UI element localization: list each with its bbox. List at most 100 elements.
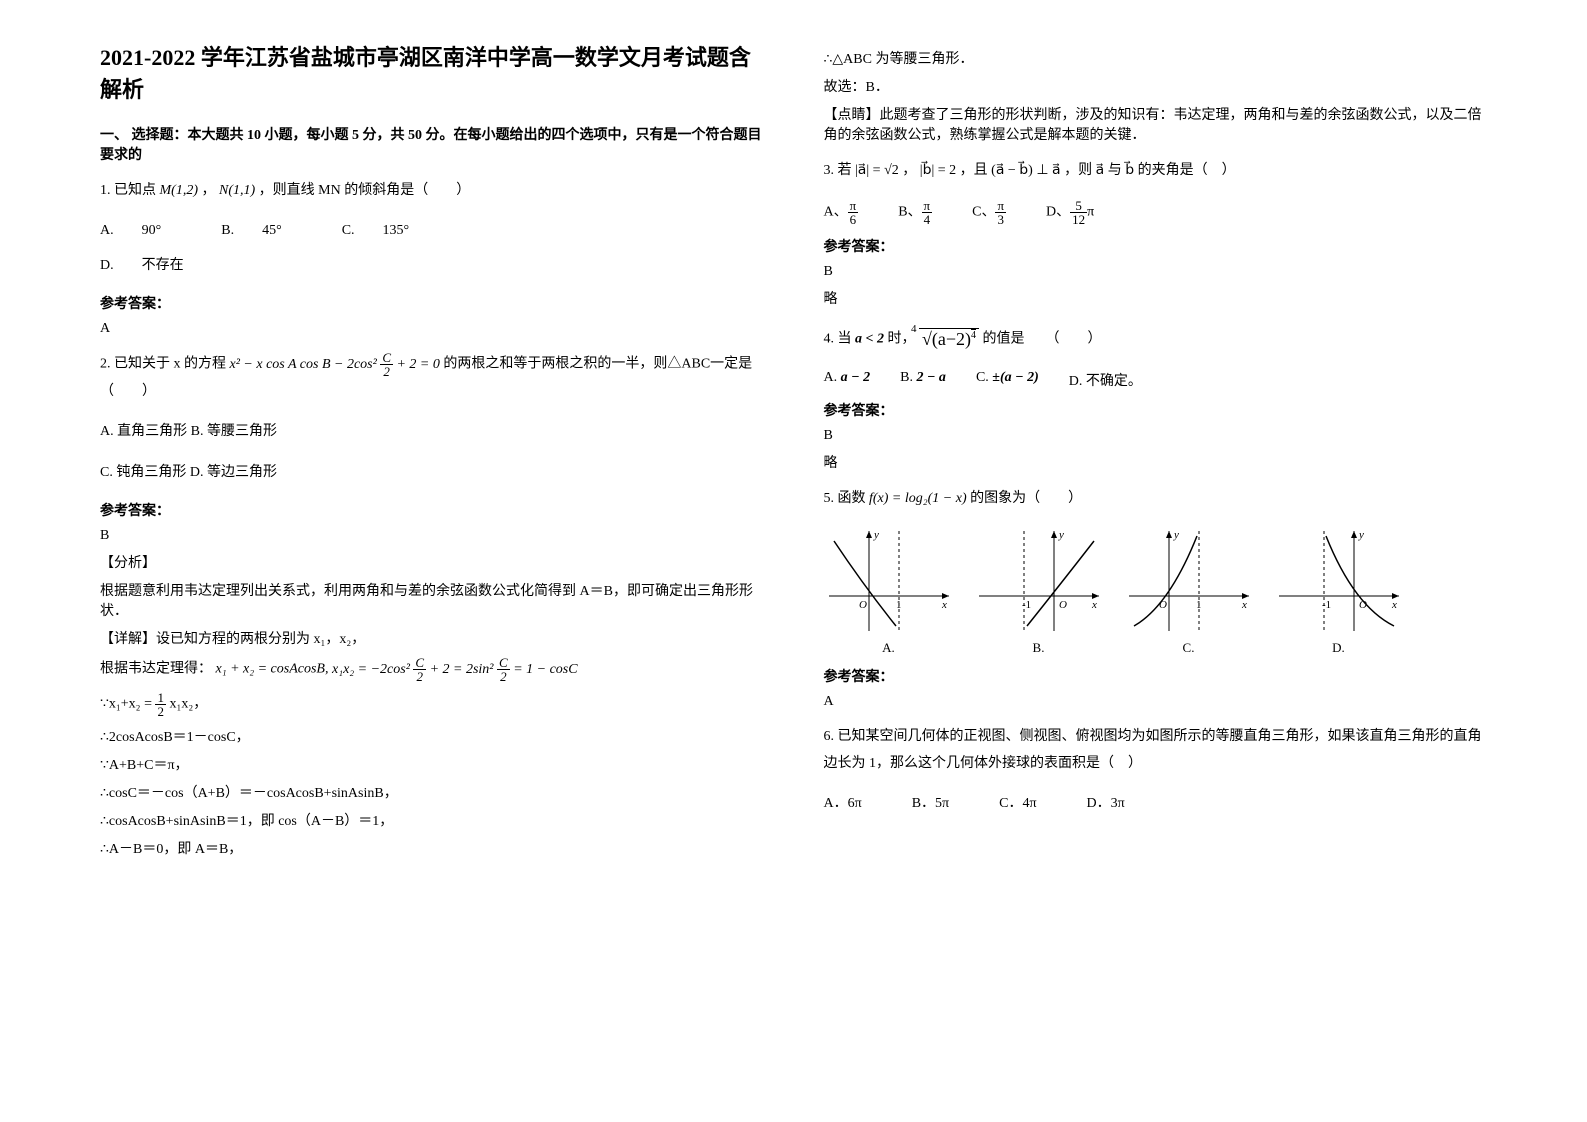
q1-opt-d: 不存在 — [142, 258, 184, 273]
q2-comment: 【点睛】此题考查了三角形的形状判断，涉及的知识有：韦达定理，两角和与差的余弦函数… — [824, 104, 1488, 144]
q2-frac-d: 2 — [380, 365, 393, 378]
q6-options: A．6π B．5π C．4π D．3π — [824, 792, 1488, 812]
q3-omit: 略 — [824, 288, 1488, 308]
svg-text:x: x — [1241, 599, 1247, 611]
question-4: 4. 当 a < 2 时， 4 √(a−2)4 的值是 （ ） — [824, 322, 1488, 356]
q2-analysis-label: 【分析】 — [100, 552, 764, 572]
q1-point-m: M(1,2) — [160, 183, 199, 198]
q4-c: ±(a − 2) — [992, 370, 1039, 385]
q1-opt-b-label: B. — [221, 223, 234, 238]
question-6: 6. 已知某空间几何体的正视图、侧视图、俯视图均为如图所示的等腰直角三角形，如果… — [824, 724, 1488, 777]
q2-formula-tail: + 2 = 0 — [396, 357, 439, 372]
q1-opt-a-label: A. — [100, 223, 114, 238]
q5-suffix: 的图象为（ ） — [970, 491, 1082, 506]
q2-half-d: 2 — [155, 705, 166, 718]
q4-b-label: B. — [900, 370, 913, 385]
svg-text:x: x — [1391, 599, 1397, 611]
graph-d-svg: O -1 x y — [1274, 526, 1404, 636]
q1-opt-b: 45° — [262, 223, 282, 238]
q2-concl: ∴△ABC 为等腰三角形． — [824, 48, 1488, 68]
q2-vieta-prefix: 根据韦达定理得： — [100, 662, 212, 677]
q2-step3: ∴cosC＝－cos（A+B）＝－cosAcosB+sinAsinB， — [100, 782, 764, 802]
q1-opt-a: 90° — [142, 223, 162, 238]
q4-suffix: 的值是 （ ） — [983, 331, 1102, 346]
page-title: 2021-2022 学年江苏省盐城市亭湖区南洋中学高一数学文月考试题含解析 — [100, 40, 764, 104]
q1-options: A. 90° B. 45° C. 135° — [100, 219, 764, 239]
right-column: ∴△ABC 为等腰三角形． 故选：B． 【点睛】此题考查了三角形的形状判断，涉及… — [824, 40, 1488, 866]
svg-text:y: y — [1358, 529, 1364, 541]
q3-sep1: ， — [902, 163, 916, 178]
q3-b-label: B、 — [898, 204, 921, 219]
q1-opt-c: 135° — [383, 223, 410, 238]
svg-text:y: y — [1173, 529, 1179, 541]
q2-half-eq: = — [144, 697, 152, 712]
q5-ans: A — [824, 694, 1488, 710]
q2-detail-label: 【详解】设已知方程的两根分别为 x₁，x₂， — [100, 628, 764, 648]
question-5: 5. 函数 f(x) = log₂(1 − x) 的图象为（ ） — [824, 486, 1488, 513]
q2-vieta-b-right: = 1 − cosC — [513, 662, 577, 677]
q6-b: 5π — [935, 796, 949, 811]
q4-a: a − 2 — [841, 370, 870, 385]
q2-ans-label: 参考答案： — [100, 500, 764, 520]
q2-vieta-b-mid: + 2 = 2sin² — [430, 662, 494, 677]
q5-graph-a: O 1 x y A. — [824, 526, 954, 656]
q2-step2: ∵A+B+C＝π， — [100, 754, 764, 774]
q2-opt-a: A. 直角三角形 — [100, 424, 187, 439]
q1-point-n: N(1,1) — [219, 183, 255, 198]
q6-a: 6π — [848, 796, 862, 811]
q2-half-n: 1 — [155, 691, 166, 705]
q6-a-label: A． — [824, 796, 848, 811]
q1-ans-label: 参考答案： — [100, 293, 764, 313]
q2-ans: B — [100, 528, 764, 544]
q3-sep2: ，且 — [960, 163, 988, 178]
question-1: 1. 已知点 M(1,2) ， N(1,1) ，则直线 MN 的倾斜角是（ ） — [100, 178, 764, 205]
graph-b-svg: O -1 x y — [974, 526, 1104, 636]
q2-frac-n: C — [380, 351, 393, 365]
q4-ans: B — [824, 428, 1488, 444]
q4-options: A. a − 2 B. 2 − a C. ±(a − 2) D. 不确定。 — [824, 370, 1488, 390]
q1-opt-c-label: C. — [342, 223, 355, 238]
svg-text:O: O — [859, 599, 867, 611]
graph-a-svg: O 1 x y — [824, 526, 954, 636]
q4-b: 2 − a — [916, 370, 945, 385]
svg-text:y: y — [1058, 529, 1064, 541]
q3-d-tail: π — [1087, 204, 1094, 219]
q5-graph-b: O -1 x y B. — [974, 526, 1104, 656]
q2-opts-row1: A. 直角三角形 B. 等腰三角形 — [100, 419, 764, 446]
q3-a-label: A、 — [824, 204, 848, 219]
q3-cond1: |a⃗| = √2 — [855, 163, 899, 178]
q5-func: f(x) = log₂(1 − x) — [869, 491, 967, 506]
q4-cond: a < 2 — [855, 331, 884, 346]
svg-text:x: x — [941, 599, 947, 611]
q3-d-label: D、 — [1046, 204, 1070, 219]
q5-ans-label: 参考答案： — [824, 666, 1488, 686]
q2-vieta-b-left: x₁x₂ = −2cos² — [332, 662, 410, 677]
q3-ans: B — [824, 264, 1488, 280]
svg-text:1: 1 — [1196, 599, 1202, 611]
q1-stem-prefix: 1. 已知点 — [100, 183, 160, 198]
q3-cond3: (a⃗ − b⃗) ⊥ a⃗ — [991, 163, 1060, 178]
q2-comment-label: 【点睛】 — [824, 108, 880, 123]
q4-a-label: A. — [824, 370, 838, 385]
q3-c-label: C、 — [972, 204, 995, 219]
svg-text:1: 1 — [896, 599, 902, 611]
q5-graphs: O 1 x y A. O -1 x — [824, 526, 1488, 656]
q2-comment-text: 此题考查了三角形的形状判断，涉及的知识有：韦达定理，两角和与差的余弦函数公式，以… — [824, 108, 1482, 143]
q5-label-b: B. — [974, 640, 1104, 656]
svg-text:O: O — [1059, 599, 1067, 611]
q4-ans-label: 参考答案： — [824, 400, 1488, 420]
q5-prefix: 5. 函数 — [824, 491, 866, 506]
q1-opt-d-row: D. 不存在 — [100, 253, 764, 280]
q1-ans: A — [100, 321, 764, 337]
q2-choose: 故选：B． — [824, 76, 1488, 96]
q2-step5: ∴A－B＝0，即 A＝B， — [100, 838, 764, 858]
q2-opt-d: D. 等边三角形 — [190, 465, 277, 480]
section-1-head: 一、 选择题：本大题共 10 小题，每小题 5 分，共 50 分。在每小题给出的… — [100, 124, 764, 164]
q5-graph-d: O -1 x y D. — [1274, 526, 1404, 656]
q2-half-right: x₁x₂， — [169, 697, 207, 712]
q2-half-left: ∵x₁+x₂ — [100, 697, 141, 712]
q4-d: D. 不确定。 — [1069, 370, 1142, 390]
q4-c-label: C. — [976, 370, 989, 385]
graph-c-svg: O 1 x y — [1124, 526, 1254, 636]
svg-text:O: O — [1159, 599, 1167, 611]
